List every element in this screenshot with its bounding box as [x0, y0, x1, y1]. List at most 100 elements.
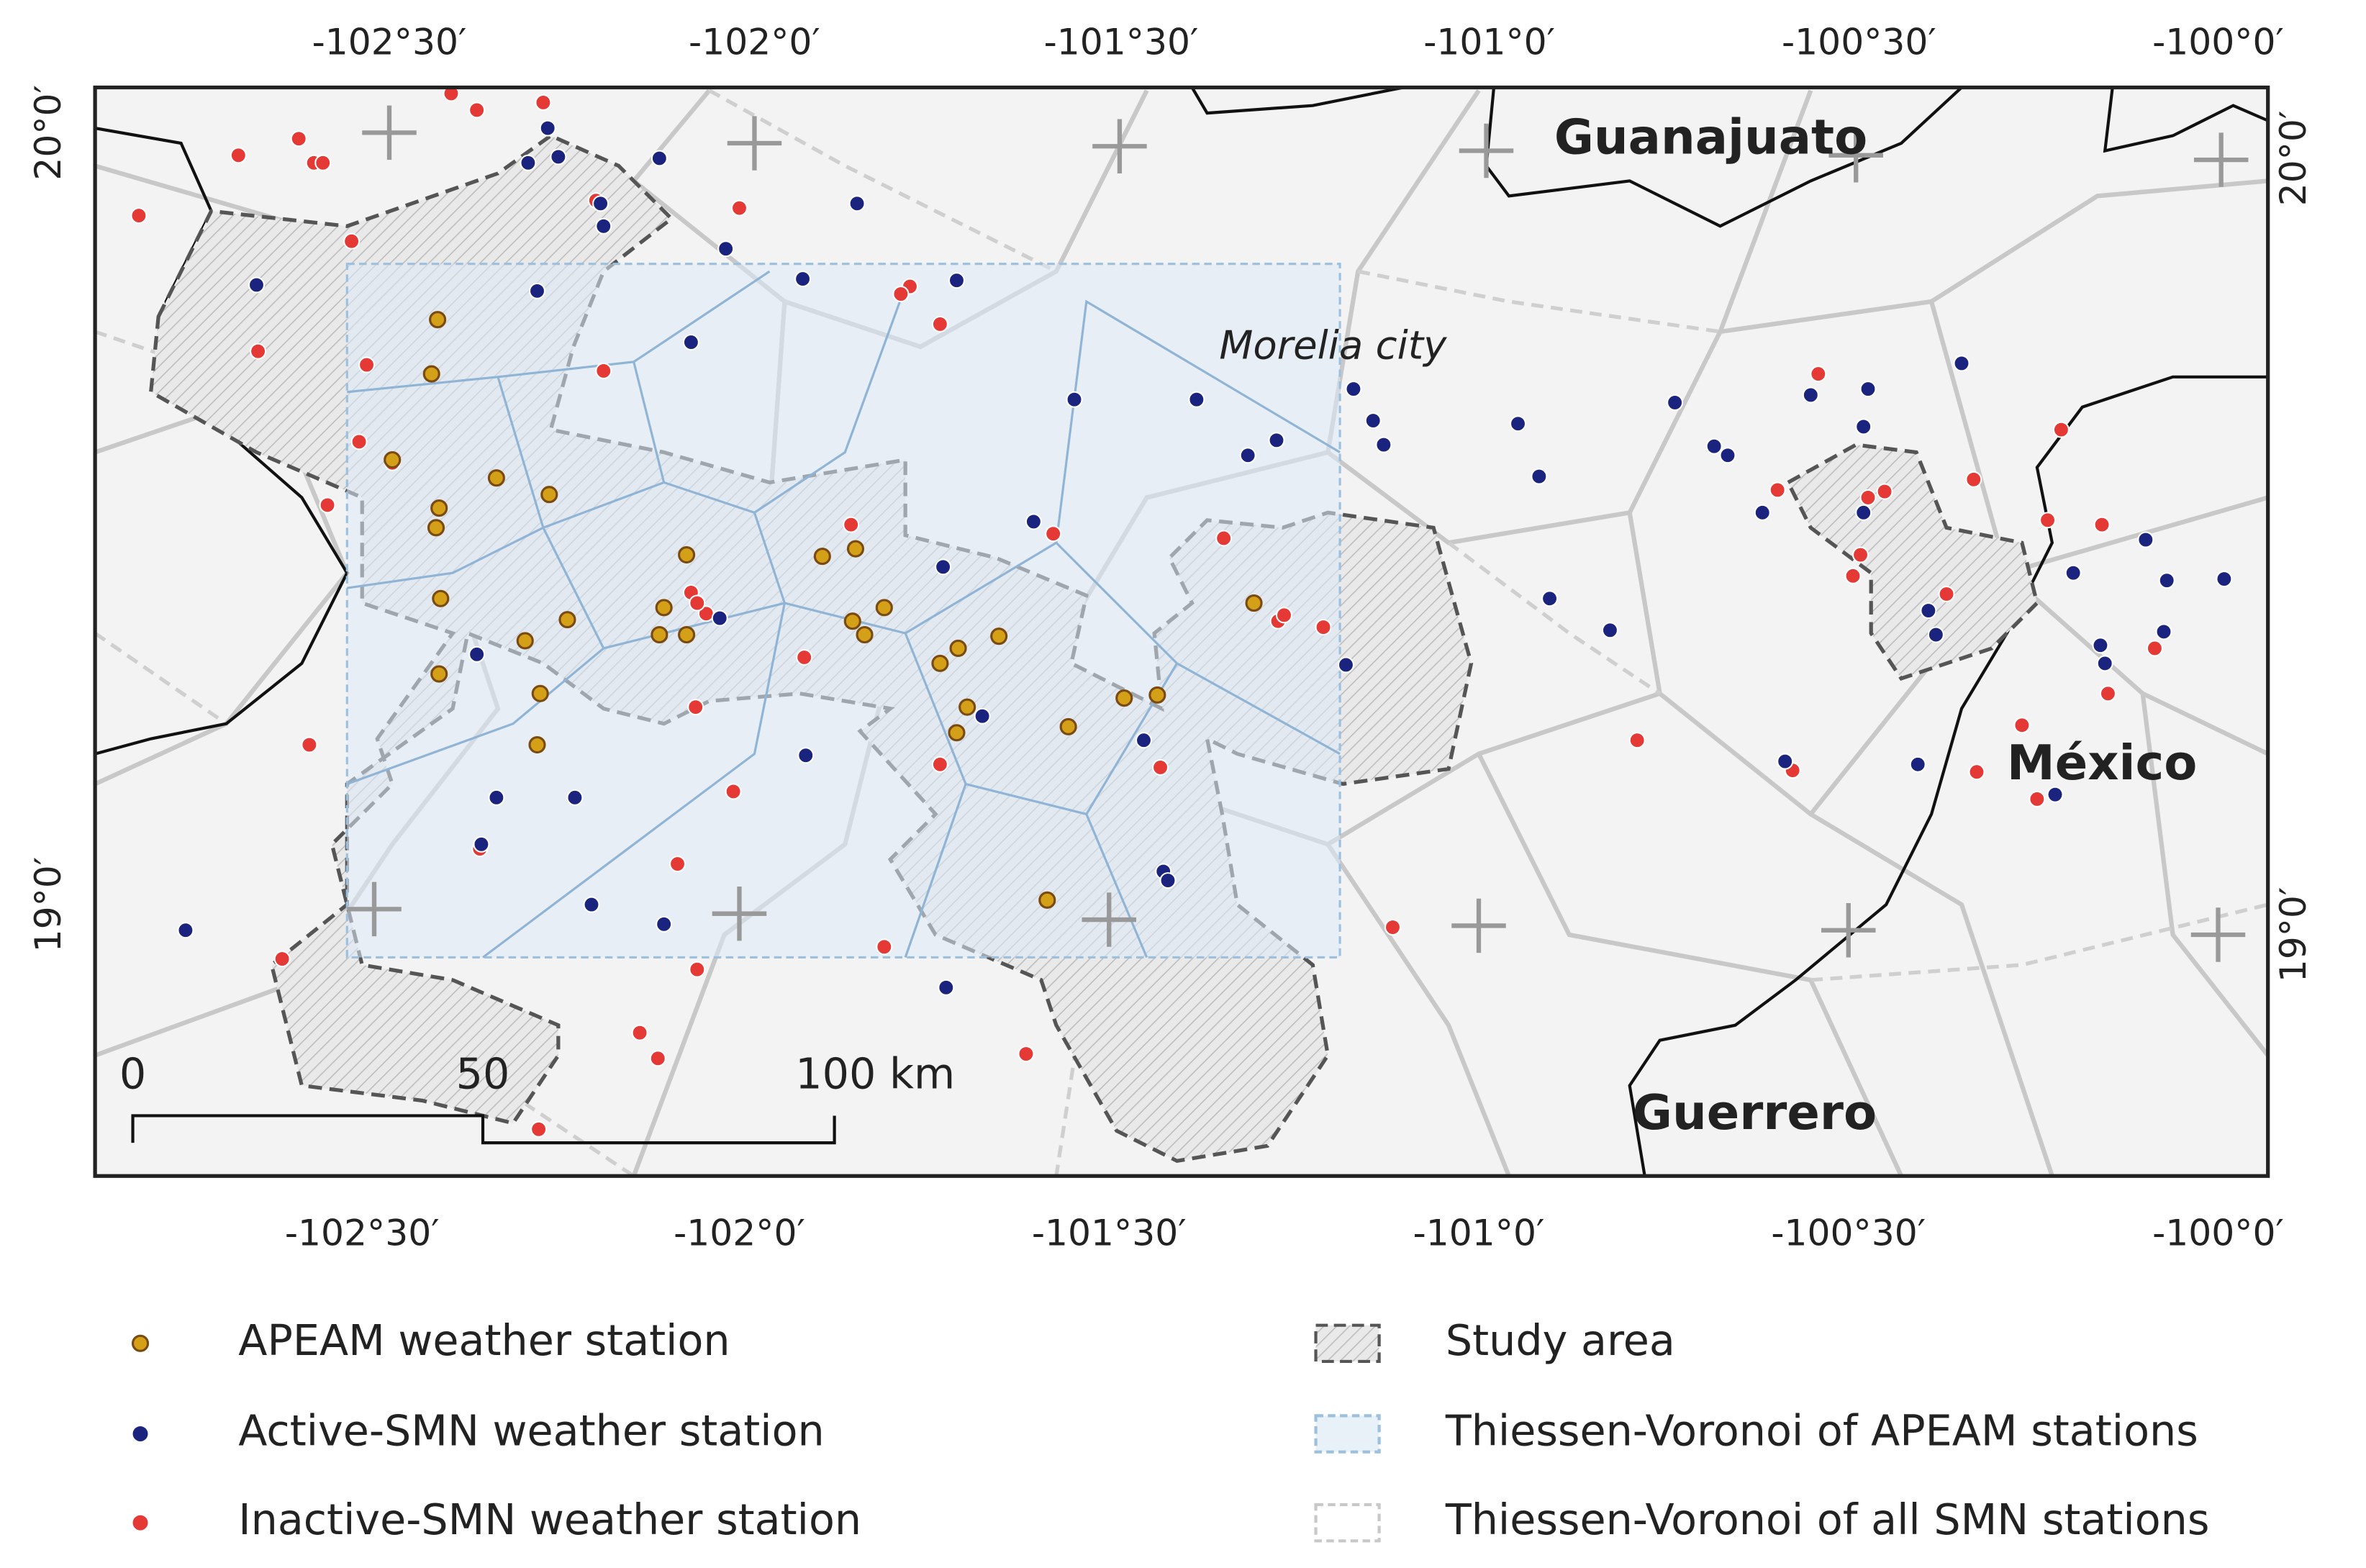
bottom-axis-label: -102°0′ — [674, 1212, 805, 1254]
inactive-station — [1844, 567, 1862, 584]
top-axis-label: -102°30′ — [312, 20, 467, 63]
inactive-station — [1215, 530, 1233, 547]
active-station — [794, 271, 812, 288]
inactive-station — [443, 87, 460, 102]
active-station — [711, 609, 728, 627]
active-station — [592, 195, 609, 212]
right-axis-label: 20°0′ — [2272, 111, 2314, 207]
scale-label: 50 — [456, 1050, 510, 1099]
apeam-station — [949, 639, 967, 657]
active-station — [848, 195, 866, 212]
graticule-cross — [1082, 892, 1136, 947]
active-station — [935, 558, 952, 576]
active-station — [1802, 386, 1819, 404]
apeam-station — [948, 724, 966, 742]
inactive-station — [687, 699, 704, 716]
inactive-station — [1384, 919, 1402, 936]
inactive-station — [1275, 607, 1293, 624]
apeam-station — [655, 599, 673, 617]
apeam-station — [1115, 689, 1133, 707]
top-axis-label: -100°0′ — [2152, 20, 2284, 63]
apeam-station — [427, 519, 445, 537]
active-station — [938, 979, 955, 996]
inactive-station — [1045, 525, 1062, 543]
inactive-station — [931, 315, 948, 332]
active-station — [1855, 504, 1872, 521]
inactive-station — [2093, 516, 2111, 533]
active-station — [1239, 447, 1256, 464]
active-station — [550, 148, 567, 166]
scale-label: 100 km — [795, 1050, 955, 1099]
apeam-station — [516, 632, 534, 650]
inactive-station — [843, 516, 860, 533]
inactive-station — [931, 756, 948, 773]
legend-label: Inactive-SMN weather station — [238, 1495, 861, 1544]
legend-label: Thiessen-Voronoi of APEAM stations — [1445, 1407, 2198, 1456]
map-body: Morelia city Guanajuato México Guerrero … — [95, 87, 2268, 1177]
active-station — [1777, 753, 1794, 770]
apeam-station — [678, 626, 696, 644]
state-border — [1190, 87, 2268, 1177]
left-axis-label: 20°0′ — [27, 85, 69, 181]
legend-label: APEAM weather station — [238, 1316, 730, 1365]
apeam-station — [528, 735, 546, 754]
active-station — [177, 922, 194, 939]
active-station — [1601, 622, 1618, 639]
apeam-station — [678, 545, 696, 564]
active-station — [974, 707, 991, 725]
inactive-station — [1938, 585, 1955, 603]
inactive-station — [649, 1050, 666, 1067]
active-station — [2064, 564, 2082, 581]
active-station — [1719, 447, 1736, 464]
inactive-station — [2013, 717, 2031, 734]
apeam-station — [651, 626, 668, 644]
graticule-cross — [2190, 907, 2246, 962]
active-station — [2092, 637, 2109, 654]
graticule-cross — [1451, 898, 1506, 953]
apeam-station — [1148, 686, 1166, 704]
legend-symbol — [1314, 1323, 1381, 1364]
inactive-station — [1876, 483, 1893, 500]
active-station — [520, 154, 537, 171]
graticule-cross — [1828, 128, 1883, 183]
active-station — [1337, 656, 1355, 674]
active-station — [1509, 415, 1527, 432]
inactive-station — [1851, 546, 1869, 563]
inactive-station — [595, 362, 612, 379]
legend-label: Study area — [1446, 1316, 1675, 1365]
active-station — [682, 334, 699, 351]
top-axis-label: -101°30′ — [1044, 20, 1199, 63]
apeam-station — [843, 612, 861, 630]
inactive-station — [2099, 685, 2116, 702]
active-station — [2047, 786, 2064, 803]
apeam-station — [1245, 594, 1263, 612]
apeam-station — [429, 311, 447, 329]
place-label: México — [2007, 735, 2197, 791]
map-frame — [93, 85, 2270, 1178]
bottom-axis-label: -102°30′ — [285, 1212, 440, 1254]
inactive-station — [1968, 763, 1985, 781]
bottom-axis-label: -101°30′ — [1032, 1212, 1187, 1254]
legend-symbol — [131, 1334, 150, 1352]
inactive-station — [668, 856, 686, 873]
legend-label: Thiessen-Voronoi of all SMN stations — [1445, 1495, 2210, 1544]
inactive-station — [2039, 512, 2057, 529]
scale-bar-line — [131, 1114, 836, 1145]
graticule-cross — [712, 886, 767, 941]
active-station — [2158, 572, 2175, 589]
graticule-cross — [362, 105, 417, 160]
apeam-station — [531, 684, 549, 702]
active-station — [1135, 732, 1153, 749]
active-station — [2096, 655, 2113, 672]
graticule-cross — [1092, 119, 1147, 173]
inactive-station — [319, 497, 336, 514]
active-station — [1345, 381, 1362, 398]
apeam-station — [846, 540, 865, 558]
place-label: Guerrero — [1633, 1084, 1877, 1141]
inactive-station — [273, 951, 291, 968]
apeam-station — [875, 599, 893, 617]
inactive-station — [1859, 489, 1877, 506]
apeam-voronoi — [346, 270, 1341, 959]
active-station — [473, 835, 490, 853]
inactive-station — [689, 594, 706, 612]
